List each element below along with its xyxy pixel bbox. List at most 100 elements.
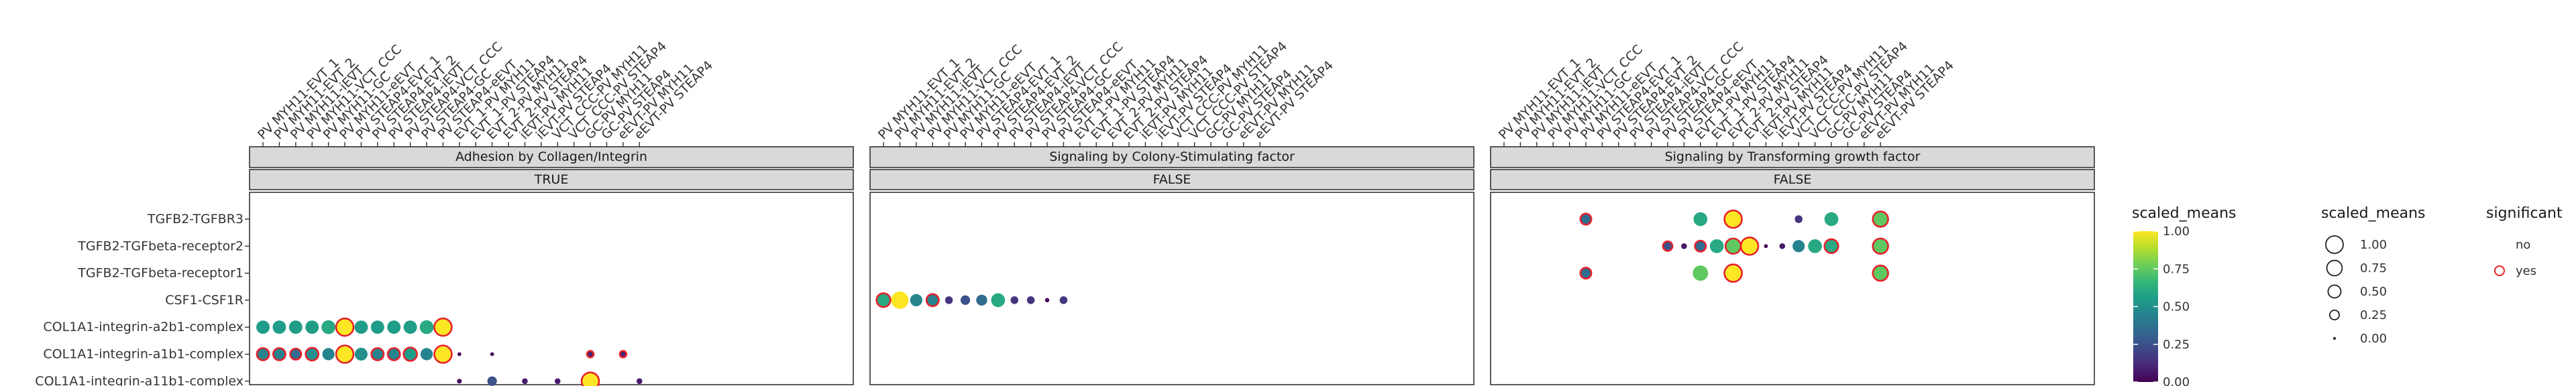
data-point (580, 371, 600, 386)
data-point (1764, 244, 1768, 249)
y-tick-label: CSF1-CSF1R (165, 293, 244, 308)
data-point (487, 376, 497, 386)
size-legend-key (2332, 336, 2337, 340)
data-point (1724, 237, 1742, 255)
size-legend-key (2326, 259, 2343, 277)
size-legend-label: 0.75 (2360, 261, 2387, 275)
data-point (490, 352, 494, 357)
y-tick-label: TGFB2-TGFbeta-receptor2 (77, 239, 244, 253)
data-point (1794, 215, 1803, 223)
data-point (321, 320, 335, 334)
y-tick-label: TGFB2-TGFbeta-receptor1 (77, 266, 244, 281)
data-point (289, 348, 303, 361)
data-point (522, 378, 528, 385)
significance-legend-title: significant (2486, 205, 2563, 222)
data-point (272, 347, 286, 361)
data-point (1872, 264, 1889, 282)
data-point (420, 348, 433, 361)
y-tick-label: TGFB2-TGFBR3 (147, 212, 244, 227)
data-point (1694, 239, 1707, 253)
data-point (1044, 298, 1050, 303)
facet-panel: Signaling by Colony-Stimulating factor FA… (869, 39, 1474, 385)
data-point (386, 347, 401, 361)
size-legend-key (2325, 235, 2344, 254)
data-point (1010, 296, 1018, 304)
y-tick-label: COL1A1-integrin-a1b1-complex (43, 347, 244, 362)
data-point (1723, 263, 1743, 283)
data-point (370, 320, 384, 334)
colorbar-tick-label: 0.25 (2163, 338, 2190, 352)
size-legend-label: 0.00 (2360, 332, 2387, 346)
data-point (305, 320, 319, 334)
data-point (586, 350, 595, 359)
data-point (433, 344, 453, 364)
facet-strip-label: FALSE (1774, 172, 1812, 187)
facet-title: Signaling by Transforming growth factor (1665, 149, 1921, 164)
data-point (256, 320, 270, 334)
colorbar-tick-label: 0.75 (2163, 262, 2190, 276)
data-point (288, 320, 303, 334)
facet-strip-label: TRUE (534, 172, 569, 187)
data-point (1693, 265, 1709, 281)
data-point (387, 320, 401, 334)
size-legend-label: 0.50 (2360, 285, 2387, 299)
facet-title: Adhesion by Collagen/Integrin (455, 149, 647, 164)
data-point (1662, 240, 1674, 252)
significance-legend-label: no (2516, 238, 2530, 252)
facet-panel: Signaling by Transforming growth factor F… (1490, 39, 2095, 385)
data-point (554, 378, 561, 385)
y-tick-label: COL1A1-integrin-a2b1-complex (43, 320, 244, 334)
data-point (991, 293, 1006, 308)
data-point (1026, 296, 1035, 304)
data-point (403, 320, 417, 334)
data-point (1579, 267, 1593, 280)
data-point (354, 320, 368, 334)
colorbar-tick-label: 1.00 (2163, 224, 2190, 239)
facet-title-strip (1490, 146, 2095, 168)
data-point (1824, 212, 1839, 227)
colorbar-title: scaled_means (2132, 205, 2237, 222)
facet-strip (869, 169, 1474, 190)
data-point (370, 347, 385, 361)
data-point (1723, 209, 1743, 229)
data-point (322, 348, 335, 361)
data-point (891, 291, 909, 309)
data-point (875, 292, 892, 308)
data-point (1779, 243, 1786, 249)
data-point (1059, 296, 1068, 304)
facet-strip (249, 169, 854, 190)
facet-strip-label: FALSE (1153, 172, 1191, 187)
facet-plot-area (869, 192, 1474, 385)
facet-strip (1490, 169, 2095, 190)
data-point (1823, 238, 1839, 254)
facet-title-strip (869, 146, 1474, 168)
size-legend-key (2328, 309, 2340, 320)
data-point (419, 320, 434, 334)
data-point (1872, 237, 1889, 255)
facet-title-strip (249, 146, 854, 168)
colorbar-tick-label: 0.50 (2163, 300, 2190, 314)
data-point (636, 378, 643, 385)
data-point (335, 317, 355, 337)
data-point (1681, 243, 1687, 249)
data-point (457, 352, 462, 357)
data-point (402, 346, 418, 362)
data-point (457, 379, 462, 384)
data-point (945, 296, 953, 304)
data-point (976, 294, 987, 306)
data-point (910, 294, 922, 307)
facet-plot-area (1490, 192, 2095, 385)
data-point (1872, 210, 1889, 228)
colorbar-tick-label: 0.00 (2163, 375, 2190, 386)
size-legend-title: scaled_means (2321, 205, 2426, 222)
data-point (256, 347, 270, 361)
data-point (960, 295, 971, 305)
data-point (619, 350, 628, 359)
y-tick-label: COL1A1-integrin-a11b1-complex (35, 374, 244, 386)
data-point (335, 344, 355, 364)
data-point (1792, 240, 1805, 253)
data-point (1579, 212, 1593, 226)
data-point (1709, 239, 1724, 253)
